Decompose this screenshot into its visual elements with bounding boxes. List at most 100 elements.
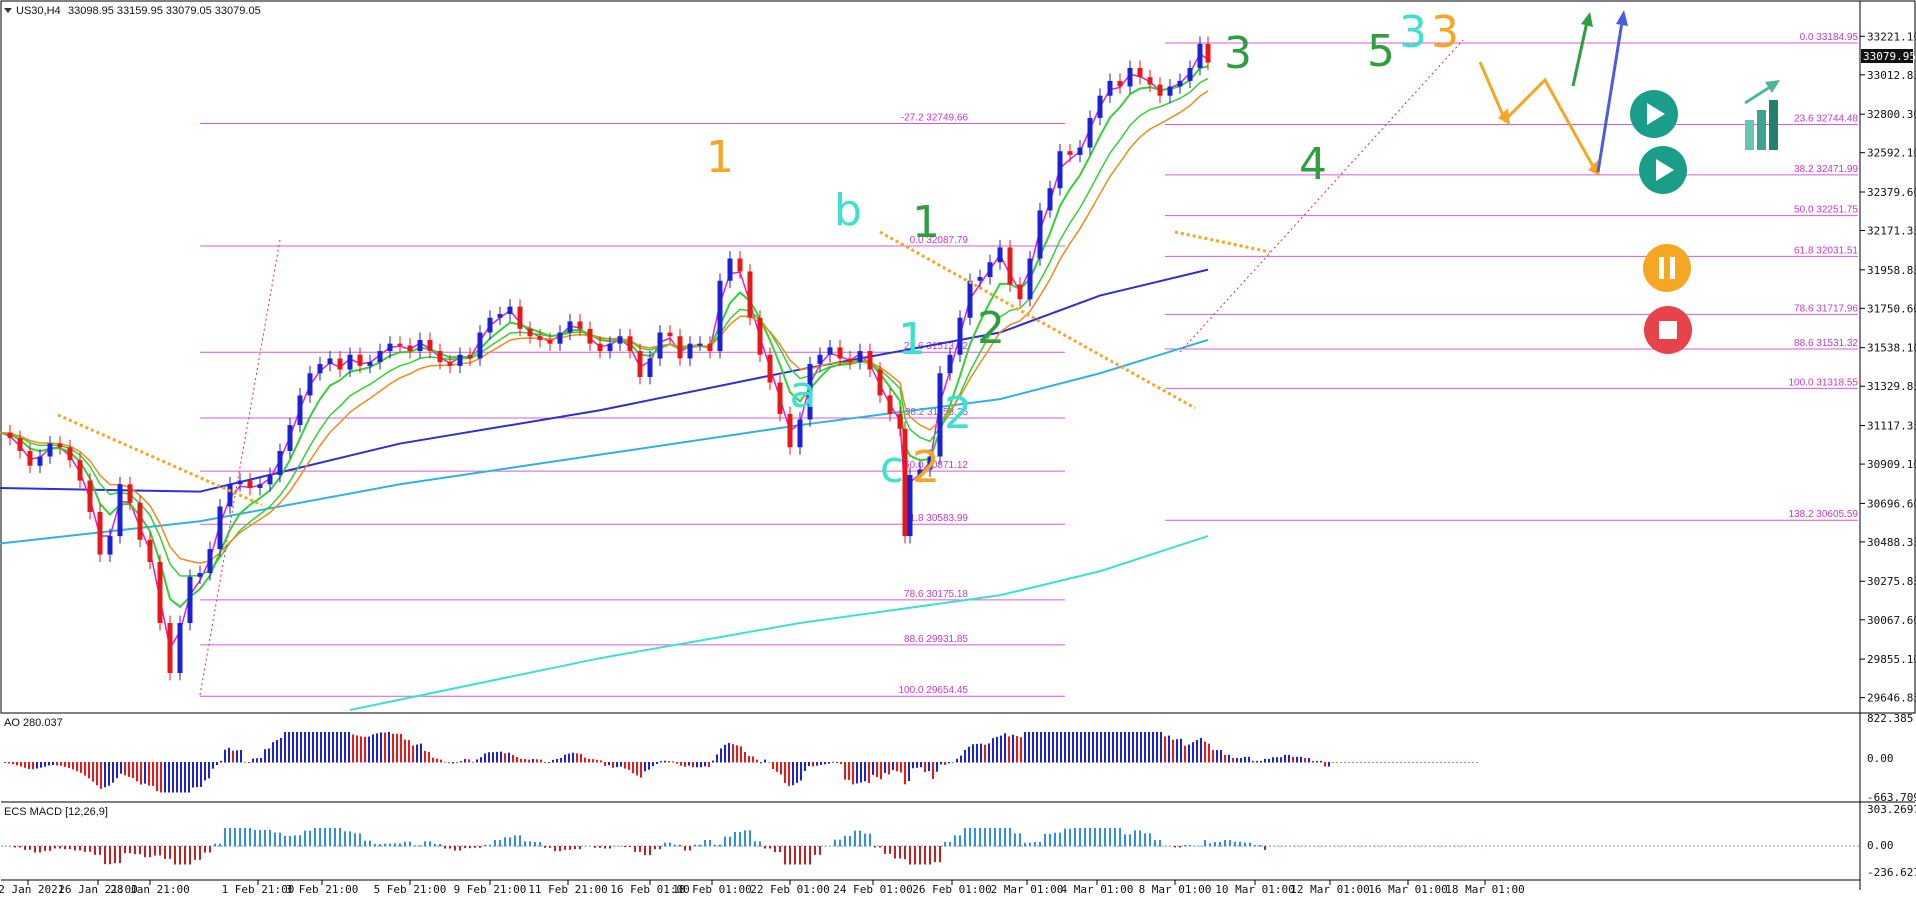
ao-bar (816, 762, 818, 766)
price-tick-label: 32171.35 (1867, 225, 1916, 238)
ao-bar (988, 743, 990, 763)
ao-bar (1340, 762, 1342, 763)
macd-bar (679, 844, 681, 847)
ao-bar (592, 759, 594, 763)
stop-button[interactable] (1644, 306, 1692, 354)
macd-tick-label: -236.6274 (1867, 866, 1916, 879)
macd-bar (1329, 846, 1331, 847)
ao-bar (1044, 732, 1046, 763)
candle-body (667, 332, 673, 337)
ao-bar (172, 762, 174, 793)
macd-bar (589, 846, 591, 847)
macd-bar (649, 846, 651, 856)
ao-bar (1448, 762, 1450, 763)
ao-bar (596, 759, 598, 763)
ao-bar (432, 757, 434, 763)
macd-bar (124, 846, 126, 854)
macd-bar (84, 846, 86, 852)
candle-body (417, 339, 423, 352)
candle-body (317, 364, 323, 374)
macd-bar (839, 839, 841, 847)
price-tick-label: 32800.30 (1867, 108, 1916, 121)
macd-bar (4, 846, 6, 847)
symbol-dropdown-icon[interactable] (4, 8, 12, 13)
ao-bar (444, 761, 446, 763)
macd-bar (289, 836, 291, 847)
macd-bar (574, 846, 576, 850)
ao-bar (1080, 732, 1082, 763)
macd-bar (759, 841, 761, 847)
ao-bar (944, 762, 946, 765)
ao-bar (1352, 762, 1354, 763)
ao-bar (300, 732, 302, 763)
ao-bar (64, 762, 66, 767)
ao-bar (1452, 762, 1454, 763)
ao-bar (264, 749, 266, 763)
ao-bar (216, 762, 218, 765)
ao-bar (572, 752, 574, 763)
macd-bar (1444, 846, 1446, 847)
ao-bar (20, 762, 22, 767)
ao-bar (616, 762, 618, 768)
play-button-2[interactable] (1639, 146, 1687, 194)
play-button-1[interactable] (1630, 90, 1678, 138)
macd-bar (659, 846, 661, 850)
ao-bar (1316, 760, 1318, 763)
ao-bar (468, 759, 470, 763)
macd-bar (729, 836, 731, 847)
ao-bar (1420, 762, 1422, 763)
ao-bar (1312, 760, 1314, 763)
macd-bar (439, 844, 441, 847)
ohlc-readout: 33098.95 33159.95 33079.05 33079.05 (68, 5, 261, 17)
ao-bar (144, 762, 146, 784)
ao-bar (368, 736, 370, 763)
time-tick-label: 4 Mar 01:00 (1061, 883, 1134, 896)
fib-left-label: 0.0 32087.79 (910, 235, 969, 246)
macd-bar (954, 835, 956, 847)
ao-bar (940, 762, 942, 765)
macd-bar (274, 832, 276, 847)
macd-bar (1249, 842, 1251, 847)
ao-bar (1252, 760, 1254, 763)
ao-bar (1076, 732, 1078, 763)
ao-bar (840, 762, 842, 765)
pause-button[interactable] (1643, 244, 1691, 292)
macd-bar (1054, 832, 1056, 847)
macd-bar (1214, 842, 1216, 847)
macd-bar (484, 844, 486, 847)
ao-bar (1132, 732, 1134, 763)
ao-bar (772, 762, 774, 770)
macd-bar (369, 840, 371, 847)
ao-bar (800, 762, 802, 781)
macd-bar (629, 846, 631, 848)
ao-bar (676, 762, 678, 764)
macd-bar (304, 830, 306, 847)
projection-arrows (1478, 10, 1628, 176)
fib-left-label: 100.0 29654.45 (898, 685, 968, 696)
current-price-tag: 33079.95 (1861, 49, 1916, 63)
macd-bar (139, 846, 141, 855)
macd-bar (804, 846, 806, 865)
ao-bar (120, 762, 122, 774)
fib-left-label: 88.6 29931.85 (904, 634, 968, 645)
macd-bar (154, 846, 156, 856)
macd-bar (639, 846, 641, 852)
ao-bar (156, 762, 158, 792)
macd-bar (984, 828, 986, 847)
candle-body (277, 450, 283, 476)
ao-bar (1416, 762, 1418, 763)
macd-bar (1199, 846, 1201, 847)
fib-right-label: 0.0 33184.95 (1800, 32, 1859, 43)
candle-body (477, 332, 483, 359)
candle-body (407, 345, 413, 352)
ao-bar (1016, 735, 1018, 763)
fib-right-label: 38.2 32471.99 (1794, 164, 1858, 175)
ao-bar (780, 762, 782, 775)
orange-projection-path (1478, 61, 1597, 171)
candle-body (247, 480, 253, 488)
macd-bar (1034, 842, 1036, 847)
ao-bar (668, 761, 670, 763)
ao-bar (308, 732, 310, 763)
ao-bar (1096, 732, 1098, 763)
